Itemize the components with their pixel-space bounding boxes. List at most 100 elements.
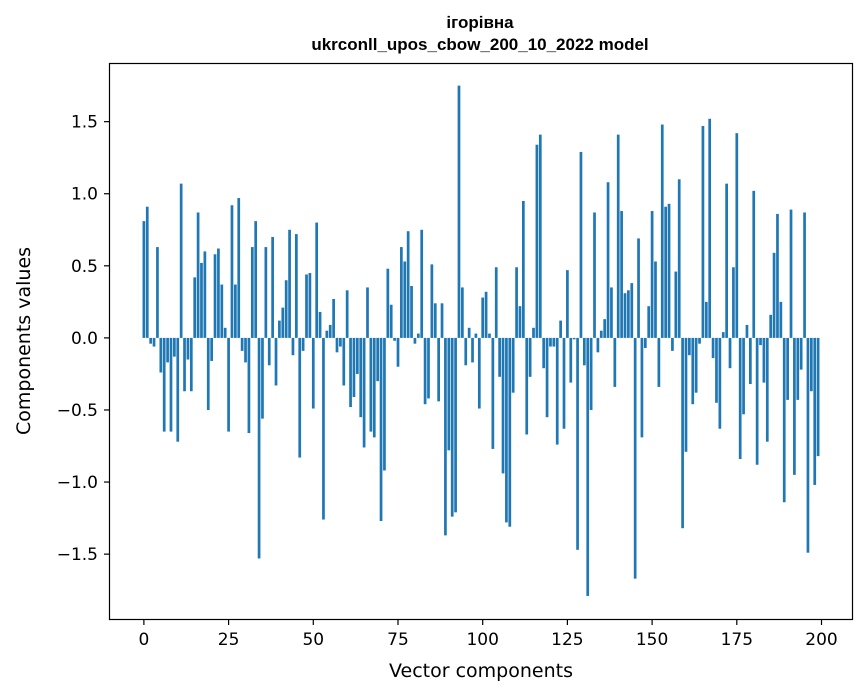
x-tick-label: 100 bbox=[466, 630, 498, 650]
bar bbox=[545, 337, 549, 418]
bar bbox=[162, 337, 166, 432]
bar bbox=[345, 290, 349, 338]
bar bbox=[342, 337, 346, 386]
bar bbox=[471, 337, 474, 363]
bar bbox=[633, 337, 637, 579]
bar bbox=[430, 264, 434, 338]
bar bbox=[213, 254, 217, 338]
bar bbox=[532, 327, 535, 338]
bar bbox=[809, 337, 813, 392]
bar bbox=[715, 337, 718, 403]
bar bbox=[735, 133, 739, 338]
bar bbox=[725, 183, 728, 338]
bar bbox=[264, 247, 268, 338]
x-tick-label: 175 bbox=[721, 630, 753, 650]
bar bbox=[247, 337, 251, 434]
bar bbox=[606, 182, 610, 338]
bar bbox=[501, 337, 505, 474]
chart-title-line-2: ukrconll_upos_cbow_200_10_2022 model bbox=[311, 35, 648, 54]
bar bbox=[667, 203, 671, 338]
bar bbox=[498, 337, 501, 377]
bar bbox=[189, 337, 193, 392]
bar bbox=[166, 337, 169, 363]
bar bbox=[596, 337, 600, 353]
bar bbox=[528, 337, 532, 377]
bar bbox=[481, 297, 485, 338]
y-axis-ticks: −1.5 −1.0 −0.5 0.0 0.5 1.0 1.5 bbox=[57, 113, 110, 565]
bar bbox=[315, 222, 319, 338]
bar bbox=[603, 319, 607, 338]
bar bbox=[789, 209, 793, 338]
bar bbox=[627, 290, 630, 338]
bar bbox=[203, 251, 207, 338]
bar bbox=[671, 337, 674, 351]
y-tick-label: 0.5 bbox=[71, 257, 98, 277]
bar bbox=[423, 337, 427, 405]
y-tick-label: 0.0 bbox=[71, 329, 98, 349]
bar bbox=[223, 327, 227, 338]
bar bbox=[711, 337, 715, 359]
bar bbox=[149, 337, 153, 344]
bar bbox=[755, 337, 759, 465]
bar bbox=[477, 337, 481, 409]
bar bbox=[681, 337, 684, 529]
bar bbox=[694, 337, 698, 393]
bar bbox=[684, 337, 688, 452]
bar bbox=[640, 337, 644, 438]
bar bbox=[508, 337, 512, 527]
bar bbox=[738, 337, 742, 459]
bar bbox=[250, 247, 254, 338]
bar bbox=[569, 337, 573, 383]
bar bbox=[803, 212, 806, 338]
bar bbox=[420, 229, 424, 338]
bar bbox=[691, 337, 695, 405]
bar bbox=[579, 151, 583, 338]
bar bbox=[410, 286, 413, 338]
bar bbox=[318, 311, 322, 338]
bar bbox=[461, 287, 464, 338]
bar bbox=[599, 330, 603, 338]
bar bbox=[288, 229, 291, 338]
bar bbox=[467, 327, 471, 338]
x-tick-label: 75 bbox=[387, 630, 409, 650]
bar bbox=[301, 337, 305, 351]
bar bbox=[281, 307, 285, 338]
bar bbox=[355, 337, 359, 374]
bar bbox=[457, 85, 461, 338]
bar bbox=[372, 337, 376, 438]
bar bbox=[234, 284, 237, 338]
bar bbox=[806, 337, 810, 553]
bar bbox=[515, 267, 518, 338]
bar bbox=[169, 337, 173, 432]
bar bbox=[745, 324, 749, 338]
bar bbox=[440, 303, 444, 338]
bar bbox=[403, 261, 407, 338]
bar bbox=[759, 337, 762, 346]
bar bbox=[271, 236, 274, 338]
bar bbox=[688, 337, 691, 356]
bar bbox=[562, 337, 566, 429]
bar bbox=[538, 134, 542, 338]
y-tick-label: −0.5 bbox=[57, 401, 98, 421]
bar bbox=[762, 337, 766, 383]
x-tick-label: 125 bbox=[551, 630, 583, 650]
bar bbox=[386, 268, 390, 338]
bar bbox=[379, 337, 383, 521]
bar bbox=[427, 337, 430, 399]
bar bbox=[769, 314, 773, 338]
bar bbox=[200, 262, 203, 338]
bar bbox=[542, 337, 546, 369]
bar bbox=[220, 284, 224, 338]
x-tick-label: 50 bbox=[302, 630, 324, 650]
bar bbox=[586, 337, 590, 596]
bar bbox=[393, 337, 396, 341]
bar bbox=[227, 337, 230, 432]
bar bbox=[555, 337, 559, 445]
bar bbox=[630, 283, 634, 338]
bar bbox=[413, 337, 417, 344]
bar bbox=[491, 337, 495, 449]
bar bbox=[179, 183, 183, 338]
bar bbox=[196, 212, 200, 338]
bar bbox=[637, 238, 640, 338]
bar bbox=[474, 333, 478, 338]
